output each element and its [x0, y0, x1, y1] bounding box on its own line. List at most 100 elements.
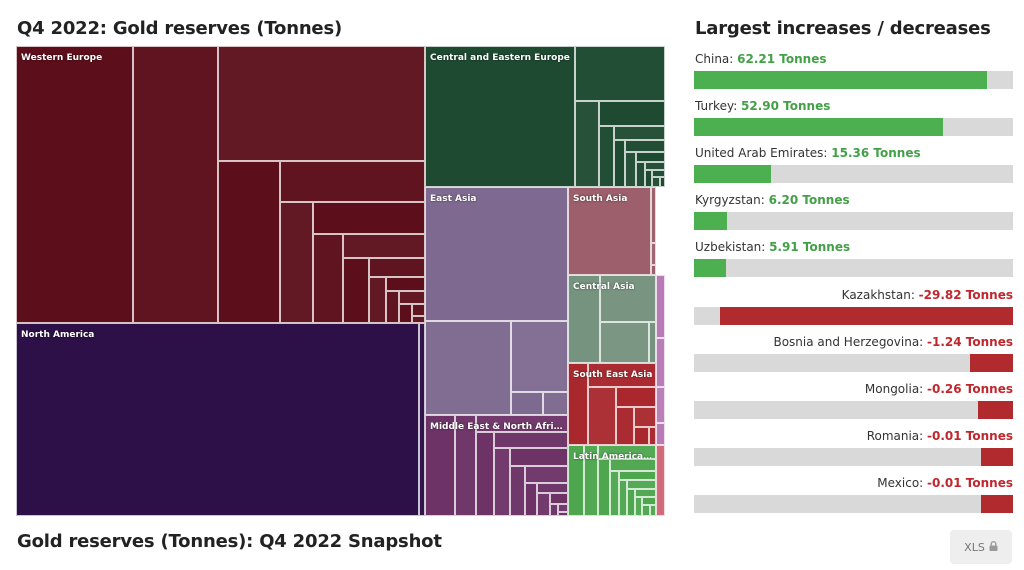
treemap-cell[interactable]: [510, 320, 568, 392]
treemap-cell[interactable]: [627, 479, 656, 489]
treemap-cell[interactable]: [635, 152, 665, 162]
treemap-cell[interactable]: [649, 321, 656, 363]
treemap-cell[interactable]: [557, 504, 568, 512]
treemap-cell[interactable]: [619, 479, 628, 516]
treemap-cell[interactable]: [583, 445, 599, 516]
treemap-cell[interactable]: [615, 386, 656, 408]
treemap-cell[interactable]: [343, 234, 425, 258]
treemap-cell[interactable]: [642, 504, 650, 516]
treemap-cell[interactable]: [385, 276, 425, 292]
bar-row[interactable]: Romania: -0.01 Tonnes: [694, 429, 1013, 469]
treemap-cell[interactable]: [635, 497, 643, 516]
treemap-cell[interactable]: [656, 422, 665, 445]
treemap-cell[interactable]: [588, 386, 616, 445]
treemap-cell[interactable]: [343, 257, 369, 323]
treemap-cell[interactable]: [610, 470, 619, 516]
treemap-cell[interactable]: [475, 432, 495, 516]
treemap-cell[interactable]: [510, 465, 526, 516]
treemap-cell[interactable]: [568, 275, 600, 363]
treemap-cell[interactable]: [494, 432, 568, 449]
treemap-cell[interactable]: [625, 152, 636, 187]
treemap-cell[interactable]: [615, 407, 635, 445]
treemap-cell[interactable]: [650, 264, 656, 275]
treemap-cell[interactable]: [648, 427, 656, 445]
bar-row[interactable]: Bosnia and Herzegovina: -1.24 Tonnes: [694, 335, 1013, 375]
treemap-cell[interactable]: [656, 337, 665, 387]
treemap-cell[interactable]: [614, 125, 665, 141]
treemap-cell[interactable]: [635, 488, 656, 498]
bar-row[interactable]: Mongolia: -0.26 Tonnes: [694, 382, 1013, 422]
treemap-cell[interactable]: [557, 511, 568, 516]
treemap-cell[interactable]: [537, 493, 550, 516]
treemap-cell[interactable]: [218, 46, 425, 161]
treemap-cell[interactable]: [425, 415, 455, 516]
treemap-cell[interactable]: [525, 482, 538, 516]
bar-row[interactable]: Uzbekistan: 5.91 Tonnes: [694, 240, 1013, 280]
treemap-cell[interactable]: [399, 291, 425, 305]
treemap-cell[interactable]: [280, 160, 425, 202]
treemap-cell[interactable]: [634, 407, 656, 428]
treemap-cell[interactable]: [649, 504, 656, 516]
treemap-cell[interactable]: [644, 169, 653, 187]
treemap-cell[interactable]: [627, 488, 636, 516]
xls-export-button[interactable]: XLS: [950, 530, 1012, 564]
treemap-cell[interactable]: [312, 234, 344, 323]
treemap-cell[interactable]: [312, 201, 425, 235]
treemap-cell[interactable]: [599, 125, 615, 187]
treemap-cell[interactable]: [133, 46, 219, 323]
treemap-cell[interactable]: [368, 257, 425, 277]
treemap-cell[interactable]: [568, 363, 589, 445]
treemap-cell[interactable]: [425, 320, 511, 415]
treemap-cell[interactable]: [619, 470, 656, 480]
treemap-cell[interactable]: [419, 323, 425, 516]
treemap-cell[interactable]: [399, 304, 412, 323]
treemap-cell[interactable]: [656, 275, 665, 338]
treemap-cell[interactable]: [635, 161, 645, 187]
treemap-cell[interactable]: [549, 493, 568, 505]
treemap-cell[interactable]: [568, 445, 584, 516]
treemap-cell[interactable]: [650, 242, 656, 265]
treemap-cell[interactable]: [475, 415, 568, 433]
treemap-cell[interactable]: [599, 275, 656, 322]
treemap-cell[interactable]: [614, 140, 626, 187]
treemap-cell[interactable]: [412, 304, 425, 316]
treemap-cell[interactable]: [650, 187, 656, 243]
treemap-cell[interactable]: [218, 160, 281, 323]
treemap-cell[interactable]: [568, 187, 651, 275]
treemap-cell[interactable]: [644, 161, 665, 170]
bar-row[interactable]: Kyrgyzstan: 6.20 Tonnes: [694, 193, 1013, 233]
treemap-cell[interactable]: [656, 386, 665, 423]
treemap-cell[interactable]: [542, 391, 568, 415]
treemap-cell[interactable]: [574, 46, 665, 102]
treemap-cell[interactable]: [385, 291, 399, 323]
treemap-cell[interactable]: [549, 504, 558, 516]
treemap-cell[interactable]: [425, 46, 575, 187]
treemap-cell[interactable]: [652, 176, 660, 187]
treemap-cell[interactable]: [454, 415, 476, 516]
bar-row[interactable]: United Arab Emirates: 15.36 Tonnes: [694, 146, 1013, 186]
treemap-cell[interactable]: [634, 427, 649, 445]
treemap-cell[interactable]: [656, 445, 665, 516]
treemap-cell[interactable]: [16, 323, 419, 516]
treemap-cell[interactable]: [510, 391, 543, 415]
treemap-cell[interactable]: [625, 140, 665, 153]
treemap-cell[interactable]: [652, 169, 665, 177]
bar-row[interactable]: China: 62.21 Tonnes: [694, 52, 1013, 92]
treemap-cell[interactable]: [537, 482, 568, 494]
treemap-cell[interactable]: [368, 276, 386, 323]
treemap-cell[interactable]: [588, 363, 656, 387]
bar-row[interactable]: Kazakhstan: -29.82 Tonnes: [694, 288, 1013, 328]
treemap-cell[interactable]: [610, 459, 656, 471]
treemap-cell[interactable]: [494, 448, 511, 516]
treemap-cell[interactable]: [599, 101, 665, 126]
treemap-cell[interactable]: [642, 497, 656, 505]
treemap-cell[interactable]: [574, 101, 600, 187]
gold-reserves-treemap[interactable]: Western Europe North America Central and E…: [16, 46, 665, 516]
bar-row[interactable]: Mexico: -0.01 Tonnes: [694, 476, 1013, 516]
treemap-cell[interactable]: [412, 315, 425, 323]
treemap-cell[interactable]: [598, 445, 656, 460]
treemap-cell[interactable]: [659, 176, 665, 187]
treemap-cell[interactable]: [425, 187, 568, 321]
bar-row[interactable]: Turkey: 52.90 Tonnes: [694, 99, 1013, 139]
treemap-cell[interactable]: [280, 201, 313, 323]
